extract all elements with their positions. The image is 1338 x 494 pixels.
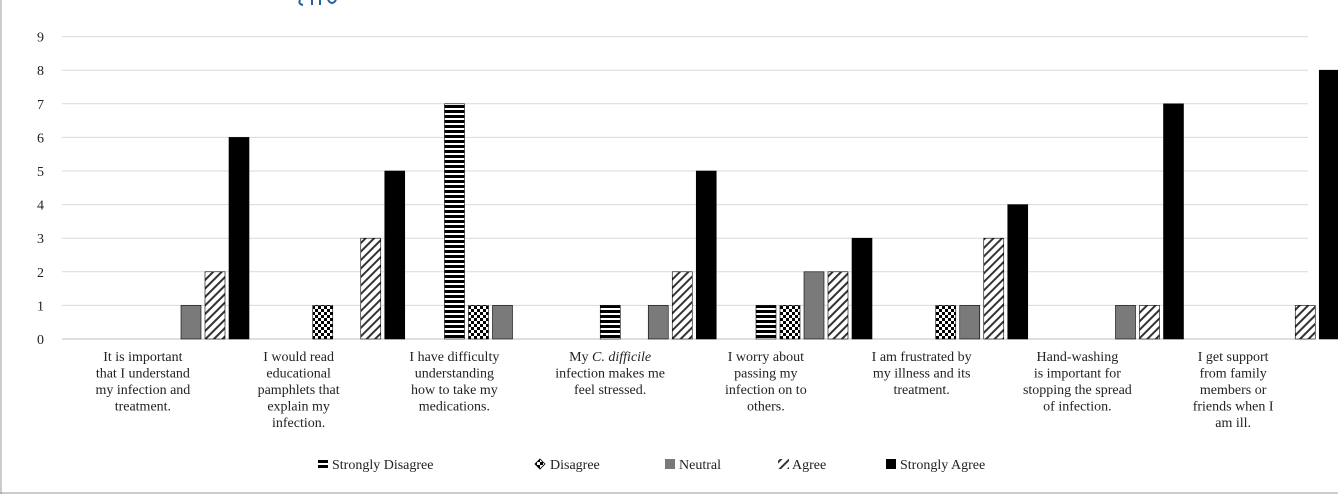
legend-label: Neutral — [679, 458, 721, 473]
y-tick-label: 3 — [37, 232, 44, 247]
bar-strongly-agree-5 — [851, 237, 873, 340]
bar-neutral-1 — [180, 305, 202, 340]
bar-neutral-6 — [959, 305, 981, 340]
bar-strongly-disagree-5 — [755, 305, 777, 340]
y-axis-ticks: 0 1 2 3 4 5 6 7 8 9 — [37, 31, 44, 348]
bar-neutral-5 — [803, 271, 825, 340]
y-tick-label: 2 — [37, 266, 44, 281]
legend-swatch — [886, 459, 896, 469]
bar-agree-8 — [1294, 305, 1316, 340]
y-tick-label: 8 — [37, 64, 44, 79]
bar-agree-7 — [1139, 305, 1160, 340]
legend: Strongly Disagree Disagree Neutral Agree Str… — [318, 458, 985, 473]
y-tick-label: 9 — [37, 31, 44, 46]
bar-agree-6 — [983, 237, 1005, 340]
y-tick-label: 0 — [37, 333, 44, 348]
bar-strongly-disagree-3 — [444, 103, 465, 340]
bar-neutral-3 — [492, 305, 513, 340]
bar-strongly-agree-2 — [384, 170, 406, 340]
x-axis-category-labels: It is important that I understand my infec… — [95, 350, 1273, 431]
legend-item-strongly-disagree: Strongly Disagree — [318, 458, 433, 473]
y-tick-label: 1 — [37, 299, 44, 314]
bar-strongly-agree-6 — [1007, 204, 1029, 340]
bar-strongly-disagree-4 — [599, 305, 621, 340]
bar-agree-2 — [360, 237, 382, 340]
bar-agree-5 — [827, 271, 849, 340]
legend-item-agree: Agree — [778, 458, 826, 473]
bar-neutral-7 — [1115, 305, 1136, 340]
y-tick-label: 7 — [37, 98, 44, 113]
bar-disagree-5 — [779, 305, 801, 340]
category-label-7: Hand-washing is important for stopping the… — [1023, 350, 1132, 415]
category-label-1: It is important that I understand my infec… — [95, 350, 190, 415]
bar-agree-1 — [204, 271, 226, 340]
legend-swatch — [318, 459, 328, 469]
bars — [180, 69, 1338, 340]
clipped-title-fragment — [298, 0, 337, 6]
legend-swatch — [534, 458, 546, 470]
bar-strongly-agree-8 — [1318, 69, 1338, 340]
legend-item-neutral: Neutral — [665, 458, 721, 473]
bar-strongly-agree-1 — [228, 137, 250, 340]
legend-item-disagree: Disagree — [534, 458, 600, 473]
legend-swatch — [665, 459, 675, 469]
y-tick-label: 4 — [37, 199, 44, 214]
bar-strongly-agree-7 — [1163, 103, 1184, 340]
legend-label: Disagree — [550, 458, 600, 473]
legend-label: Strongly Agree — [900, 458, 985, 473]
category-label-5: I worry about passing my infection on to ot… — [725, 350, 807, 415]
legend-swatch — [778, 459, 789, 469]
bar-disagree-6 — [935, 305, 957, 340]
category-label-6: I am frustrated by my illness and its trea… — [872, 350, 972, 398]
legend-item-strongly-agree: Strongly Agree — [886, 458, 985, 473]
category-label-8: I get support from family members or friend… — [1193, 350, 1274, 431]
legend-label: Strongly Disagree — [332, 458, 433, 473]
bar-disagree-3 — [468, 305, 489, 340]
bar-strongly-agree-4 — [695, 170, 717, 340]
legend-label: Agree — [792, 458, 826, 473]
category-label-4: My C. difficile infection makes me feel st… — [555, 350, 665, 398]
category-label-2: I would read educational pamphlets that exp… — [258, 350, 340, 431]
y-tick-label: 5 — [37, 165, 44, 180]
bar-agree-4 — [671, 271, 693, 340]
bar-disagree-2 — [312, 305, 334, 340]
bar-neutral-4 — [647, 305, 669, 340]
category-label-3: I have difficulty understanding how to tak… — [409, 350, 499, 415]
y-tick-label: 6 — [37, 131, 44, 146]
